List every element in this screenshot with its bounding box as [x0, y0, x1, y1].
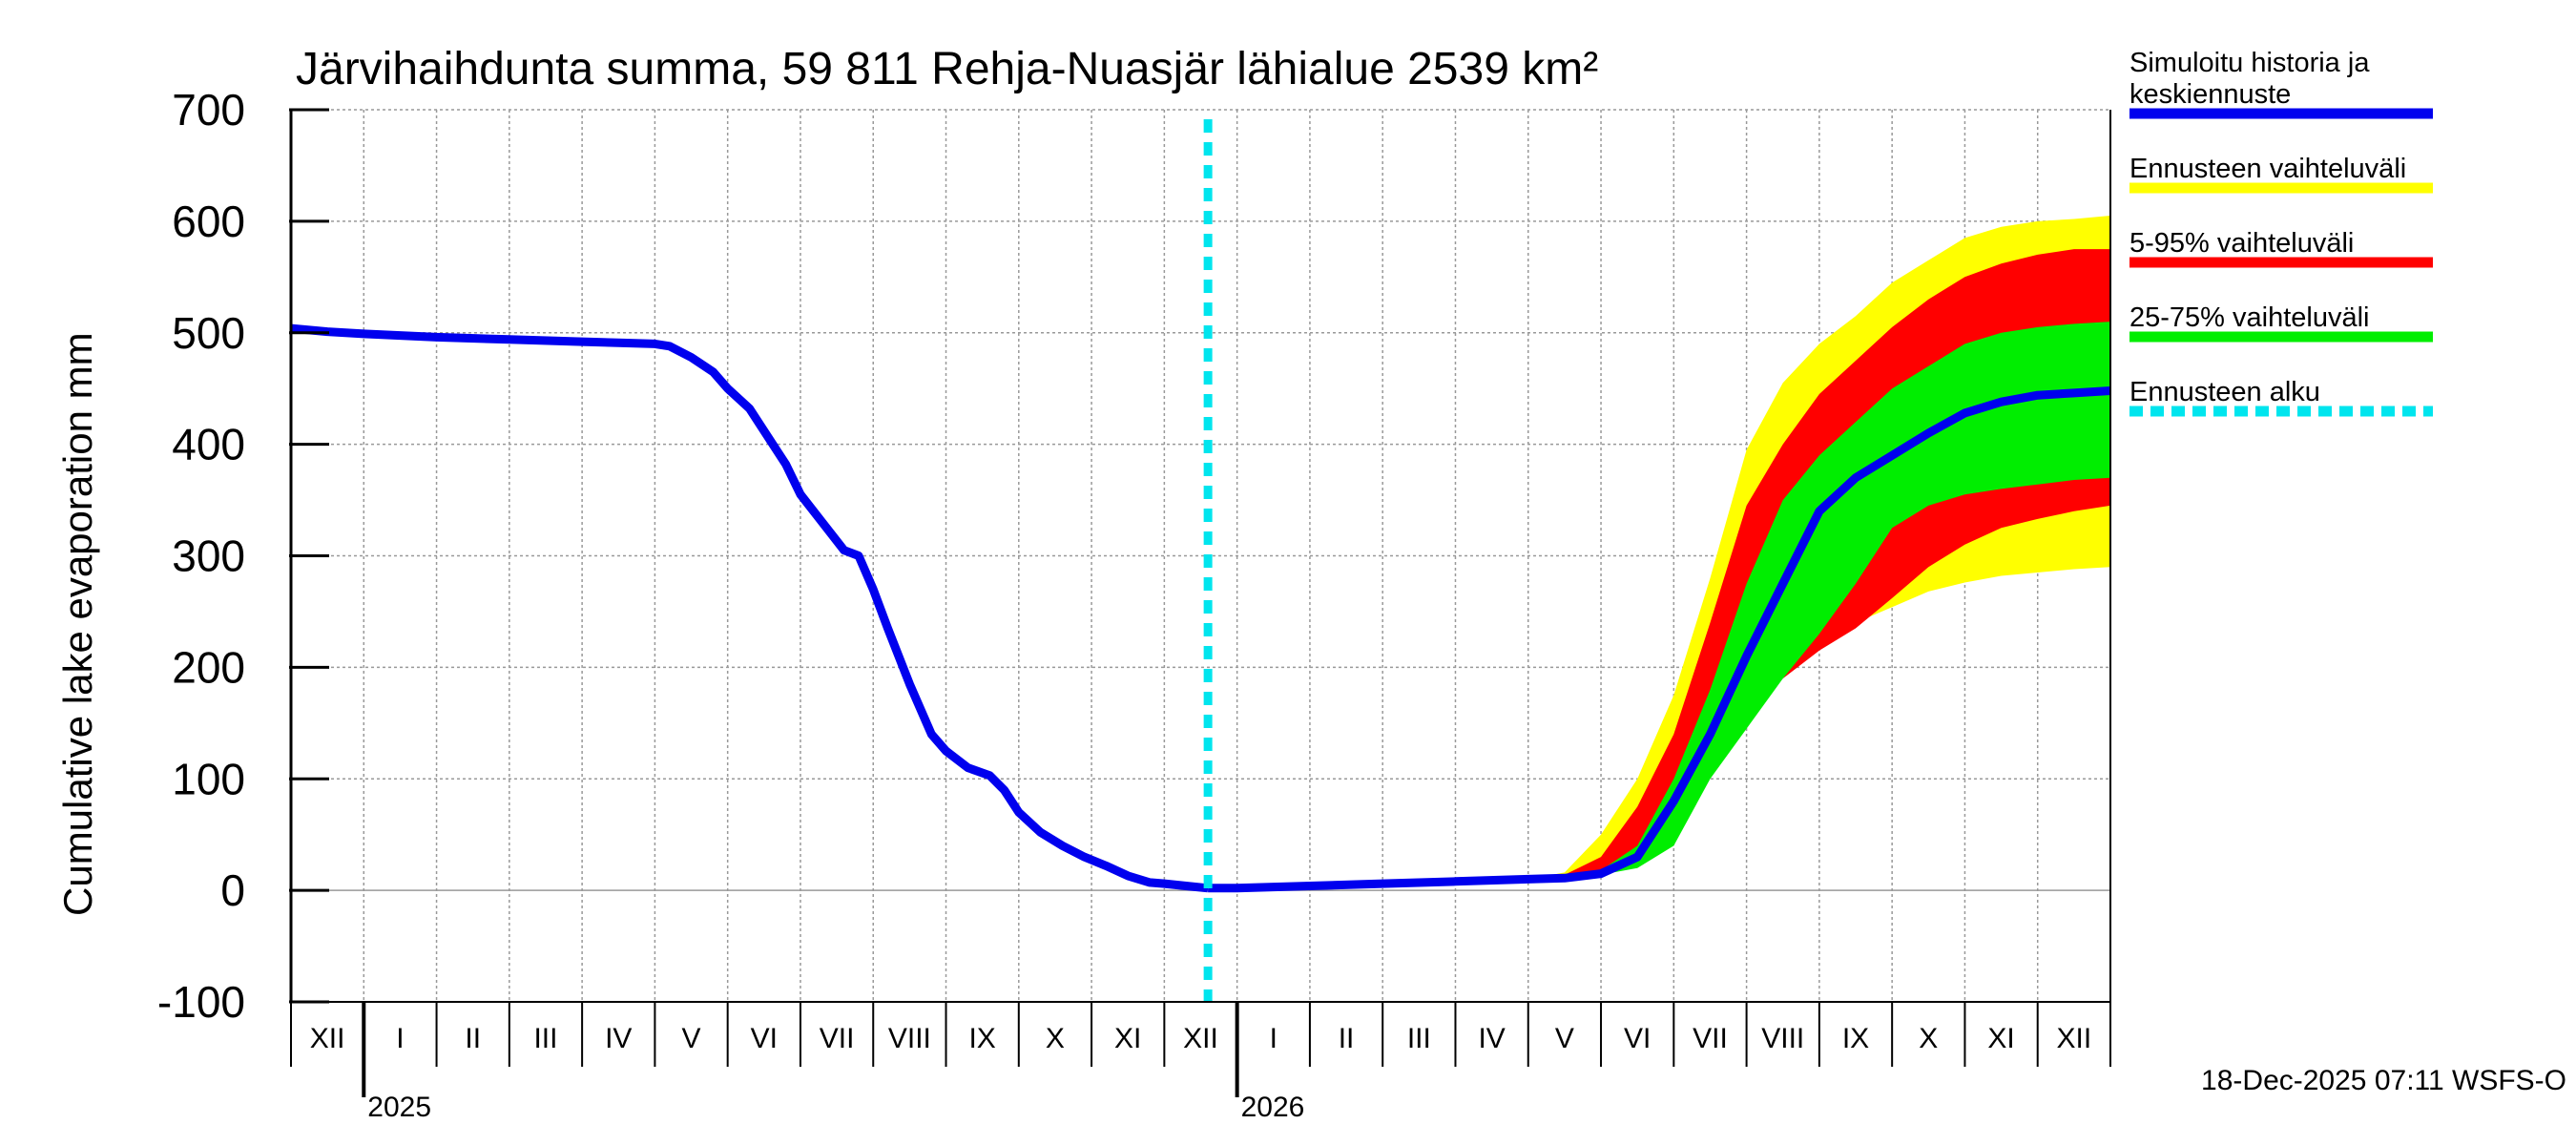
month-label: XI — [1987, 1023, 2014, 1054]
month-label: XII — [310, 1023, 345, 1054]
y-tick-label: 500 — [172, 308, 245, 358]
month-label: IX — [968, 1023, 995, 1054]
year-label: 2026 — [1241, 1092, 1305, 1123]
month-label: VII — [820, 1023, 855, 1054]
month-label: IV — [605, 1023, 632, 1054]
y-tick-label: 400 — [172, 420, 245, 469]
month-label: VIII — [1761, 1023, 1804, 1054]
month-label: X — [1046, 1023, 1065, 1054]
legend-label: 25-75% vaihteluväli — [2129, 302, 2369, 333]
median-forecast-line — [1208, 386, 2111, 893]
month-label: IV — [1478, 1023, 1505, 1054]
legend-label: Ennusteen alku — [2129, 377, 2320, 407]
y-tick-label: 300 — [172, 531, 245, 581]
legend-label: Simuloitu historia ja — [2129, 48, 2370, 78]
month-label: VI — [1624, 1023, 1651, 1054]
month-label: IX — [1842, 1023, 1869, 1054]
history-line — [290, 323, 1209, 893]
y-tick-label: 0 — [220, 865, 245, 915]
month-label: VIII — [888, 1023, 931, 1054]
legend-label: 5-95% vaihteluväli — [2129, 228, 2354, 259]
month-label: VII — [1693, 1023, 1728, 1054]
x-axis-months: XII I II III IV V VI VII VIII IX X XI XII I II III IV V VI… — [290, 1002, 2111, 1123]
chart-title: Järvihaihdunta summa, 59 811 Rehja-Nuasj… — [296, 44, 1598, 94]
month-label: I — [396, 1023, 404, 1054]
y-axis-label: Cumulative lake evaporation mm — [55, 332, 100, 916]
legend-label: keskiennuste — [2129, 79, 2291, 110]
month-label: X — [1919, 1023, 1938, 1054]
y-tick-label: 200 — [172, 642, 245, 692]
timestamp: 18-Dec-2025 07:11 WSFS-O — [2201, 1065, 2566, 1096]
month-label: XII — [1183, 1023, 1218, 1054]
month-label: III — [533, 1023, 557, 1054]
y-tick-label: 600 — [172, 197, 245, 246]
y-tick-label: 700 — [172, 85, 245, 135]
forecast-bands — [1208, 216, 2110, 888]
month-label: V — [1555, 1023, 1574, 1054]
series-lines — [290, 119, 2111, 1002]
month-label: III — [1407, 1023, 1431, 1054]
month-label: XII — [2057, 1023, 2092, 1054]
legend-label: Ennusteen vaihteluväli — [2129, 154, 2406, 184]
year-label: 2025 — [367, 1092, 431, 1123]
month-label: II — [1339, 1023, 1355, 1054]
month-label: I — [1270, 1023, 1278, 1054]
y-tick-label: 100 — [172, 754, 245, 803]
month-label: V — [682, 1023, 701, 1054]
month-label: XI — [1114, 1023, 1141, 1054]
month-label: VI — [751, 1023, 778, 1054]
month-label: II — [465, 1023, 481, 1054]
y-tick-labels: -100 0 100 200 300 400 500 600 700 — [157, 85, 329, 1027]
y-tick-label: -100 — [157, 977, 245, 1027]
